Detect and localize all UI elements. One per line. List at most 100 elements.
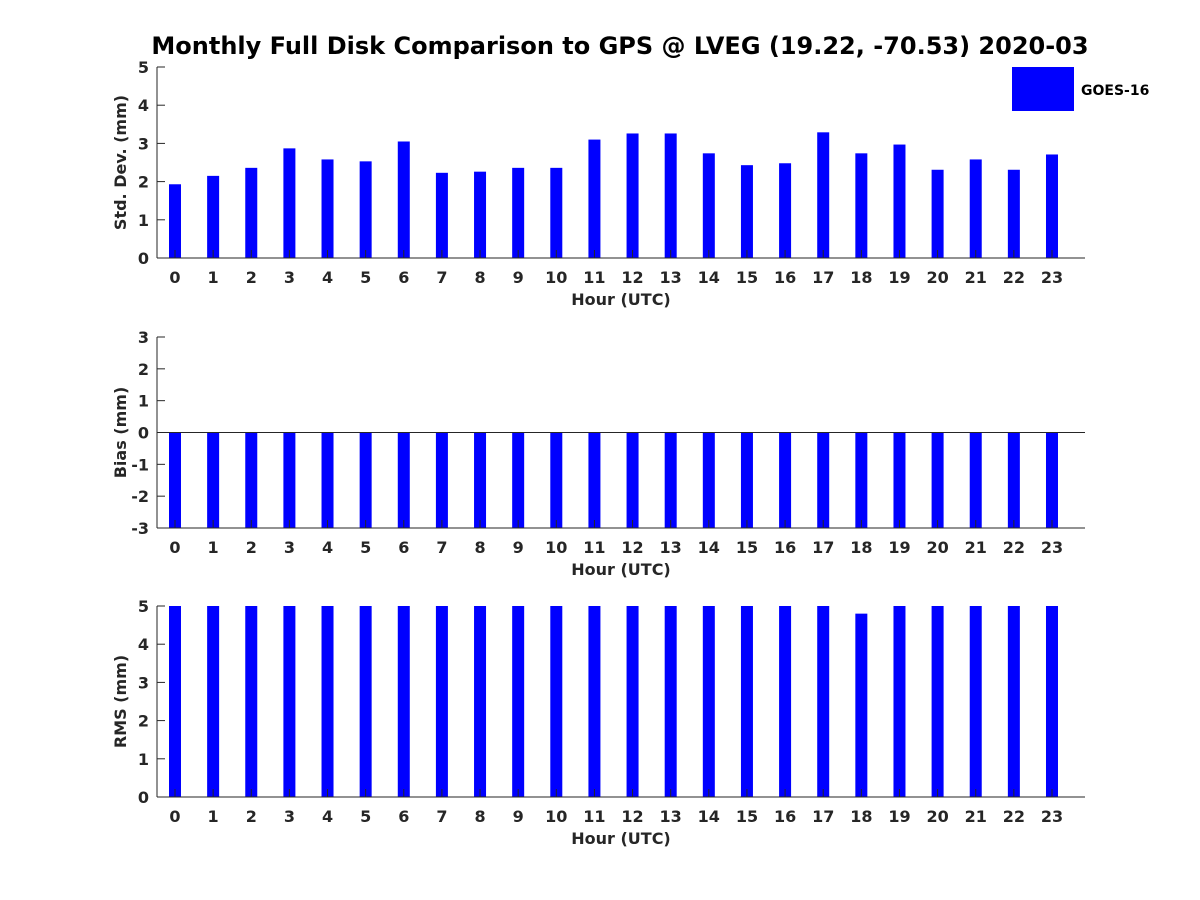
bar-hour-15 [740, 606, 753, 797]
bar-hour-3 [283, 148, 296, 258]
bar-hour-3 [283, 606, 296, 797]
x-tick-label: 18 [850, 807, 872, 826]
y-tick-label: 3 [138, 328, 149, 347]
x-tick-label: 7 [436, 807, 447, 826]
x-tick-label: 3 [284, 807, 295, 826]
x-tick-label: 6 [398, 807, 409, 826]
bar-hour-23 [1045, 154, 1058, 258]
bar-hour-12 [626, 606, 639, 797]
bar-hour-13 [664, 606, 677, 797]
bar-hour-9 [512, 606, 525, 797]
bar-hour-3 [283, 432, 296, 528]
x-tick-label: 20 [926, 268, 948, 287]
bar-hour-19 [893, 432, 906, 528]
bar-hour-22 [1007, 169, 1020, 258]
x-tick-label: 11 [583, 538, 605, 557]
bar-hour-1 [207, 606, 220, 797]
bar-hour-17 [817, 606, 830, 797]
x-tick-label: 15 [736, 538, 758, 557]
bar-hour-18 [855, 432, 868, 528]
bar-hour-9 [512, 432, 525, 528]
x-tick-label: 15 [736, 807, 758, 826]
x-tick-label: 3 [284, 538, 295, 557]
x-tick-label: 0 [169, 268, 180, 287]
x-tick-label: 11 [583, 807, 605, 826]
bar-hour-16 [779, 163, 792, 258]
bar-hour-23 [1045, 606, 1058, 797]
bar-hour-9 [512, 167, 525, 258]
x-axis-label: Hour (UTC) [571, 829, 671, 848]
x-tick-label: 20 [926, 538, 948, 557]
bar-hour-17 [817, 432, 830, 528]
x-tick-label: 1 [208, 538, 219, 557]
bar-hour-0 [169, 432, 181, 528]
bar-hour-1 [207, 432, 220, 528]
x-tick-label: 7 [436, 538, 447, 557]
x-tick-label: 12 [621, 268, 643, 287]
bar-hour-11 [588, 606, 601, 797]
x-tick-label: 2 [246, 268, 257, 287]
bar-hour-14 [702, 153, 715, 258]
bar-hour-7 [435, 606, 448, 797]
y-axis-label: RMS (mm) [111, 655, 130, 748]
bar-hour-8 [474, 432, 487, 528]
bar-hour-0 [169, 184, 181, 258]
x-tick-label: 21 [965, 538, 987, 557]
x-tick-label: 9 [513, 807, 524, 826]
bar-hour-7 [435, 172, 448, 258]
bar-hour-6 [397, 606, 410, 797]
y-tick-label: 1 [138, 750, 149, 769]
x-tick-label: 14 [698, 268, 720, 287]
bar-hour-20 [931, 432, 944, 528]
bar-hour-13 [664, 133, 677, 258]
bar-hour-5 [359, 432, 372, 528]
x-tick-label: 2 [246, 807, 257, 826]
x-tick-label: 13 [660, 268, 682, 287]
x-tick-label: 18 [850, 538, 872, 557]
x-tick-label: 4 [322, 538, 333, 557]
y-tick-label: 5 [138, 58, 149, 77]
bar-hour-0 [169, 606, 181, 797]
bar-hour-2 [245, 167, 258, 258]
x-tick-label: 9 [513, 268, 524, 287]
y-tick-label: 1 [138, 211, 149, 230]
bar-hour-22 [1007, 606, 1020, 797]
legend: GOES-16 [1012, 67, 1149, 111]
y-tick-label: 3 [138, 673, 149, 692]
y-tick-label: 1 [138, 392, 149, 411]
bar-hour-18 [855, 153, 868, 258]
bar-hour-7 [435, 432, 448, 528]
x-tick-label: 13 [660, 807, 682, 826]
x-tick-label: 19 [888, 268, 910, 287]
x-tick-label: 17 [812, 268, 834, 287]
x-tick-label: 11 [583, 268, 605, 287]
x-tick-label: 3 [284, 268, 295, 287]
bar-hour-23 [1045, 432, 1058, 528]
bar-hour-6 [397, 141, 410, 258]
x-tick-label: 13 [660, 538, 682, 557]
bar-hour-4 [321, 159, 334, 258]
x-tick-label: 19 [888, 807, 910, 826]
x-tick-label: 17 [812, 538, 834, 557]
x-tick-label: 10 [545, 807, 567, 826]
x-axis-label: Hour (UTC) [571, 290, 671, 309]
x-tick-label: 1 [208, 807, 219, 826]
y-tick-label: 2 [138, 173, 149, 192]
y-tick-label: -1 [131, 455, 149, 474]
y-tick-label: 2 [138, 360, 149, 379]
bar-hour-10 [550, 167, 563, 258]
x-tick-label: 23 [1041, 538, 1063, 557]
bar-hour-22 [1007, 432, 1020, 528]
x-tick-label: 10 [545, 538, 567, 557]
y-axis-label: Bias (mm) [111, 387, 130, 479]
x-tick-label: 5 [360, 538, 371, 557]
y-tick-label: 4 [138, 635, 149, 654]
bar-hour-4 [321, 606, 334, 797]
bar-hour-15 [740, 432, 753, 528]
x-tick-label: 19 [888, 538, 910, 557]
bar-hour-10 [550, 606, 563, 797]
